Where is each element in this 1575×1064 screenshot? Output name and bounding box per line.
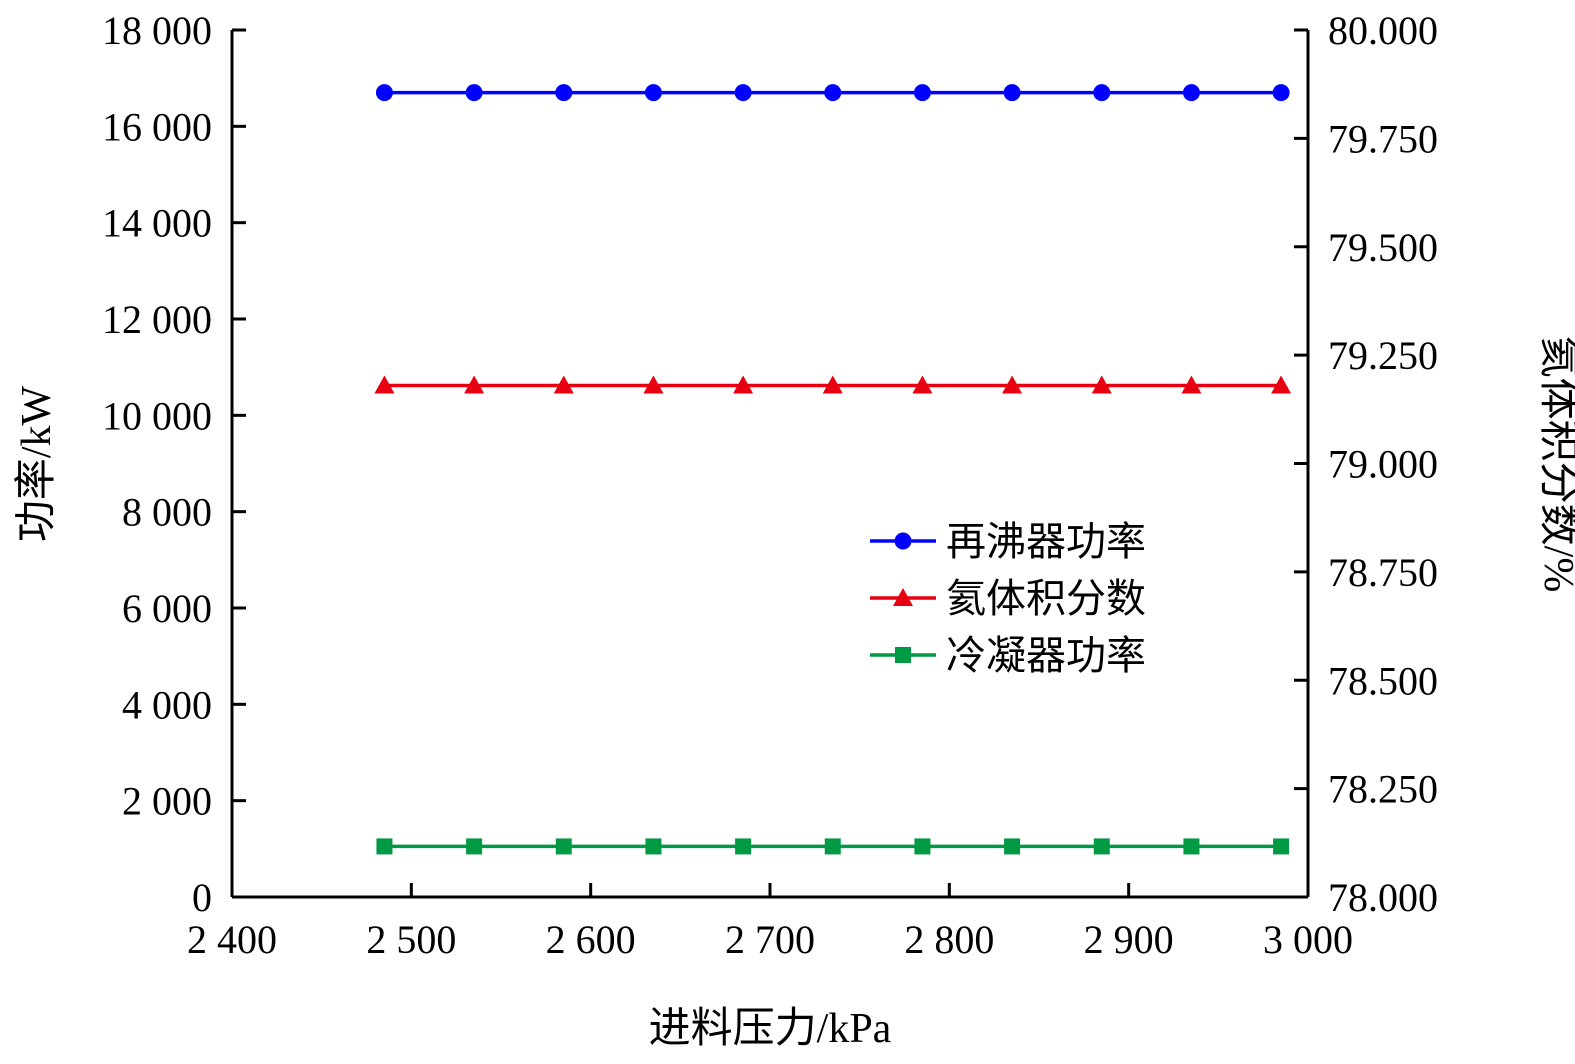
x-tick-label: 2 600 <box>546 917 636 962</box>
series-1-point <box>913 84 931 102</box>
series-3-point <box>735 838 752 855</box>
x-axis-title: 进料压力/kPa <box>649 1006 892 1052</box>
left-y-tick-label: 10 000 <box>102 393 212 438</box>
left-y-tick-label: 4 000 <box>122 682 212 727</box>
legend-entry-1-marker <box>894 532 912 550</box>
series-3-point <box>645 838 662 855</box>
legend-entry-3: 冷凝器功率 <box>870 633 1146 678</box>
x-tick-label: 3 000 <box>1263 917 1353 962</box>
series-layer <box>374 84 1292 855</box>
series-2-point <box>553 375 574 394</box>
right-y-tick-label: 78.500 <box>1328 658 1438 703</box>
series-1-point <box>734 84 752 102</box>
left-y-tick-label: 8 000 <box>122 490 212 535</box>
legend-entry-3-marker <box>895 647 911 663</box>
series-3-point <box>1093 838 1110 855</box>
series-2-point <box>1091 375 1112 394</box>
series-2-point <box>643 375 664 394</box>
series-1-point <box>644 84 662 102</box>
x-tick-label: 2 400 <box>187 917 277 962</box>
x-tick-label: 2 500 <box>366 917 456 962</box>
x-tick-label: 2 800 <box>904 917 994 962</box>
right-y-tick-label: 78.750 <box>1328 550 1438 595</box>
series-2-point <box>912 375 933 394</box>
series-2-point <box>1271 375 1292 394</box>
left-y-tick-label: 16 000 <box>102 104 212 149</box>
series-3-point <box>1273 838 1290 855</box>
axes <box>230 30 1310 899</box>
right-y-axis-title: 氦体积分数/% <box>1535 336 1575 593</box>
series-1-point <box>1272 84 1290 102</box>
series-2-point <box>733 375 754 394</box>
right-y-tick-label: 79.250 <box>1328 333 1438 378</box>
series-2-point <box>464 375 485 394</box>
ticks: 2 400 2 500 2 600 2 700 2 800 2 900 3 000 0 2 00… <box>102 8 1438 962</box>
right-y-tick-label: 80.000 <box>1328 8 1438 53</box>
legend-entry-1: 再沸器功率 <box>870 519 1146 564</box>
series-2-point <box>374 375 395 394</box>
left-y-tick-label: 14 000 <box>102 201 212 246</box>
right-y-tick-label: 79.000 <box>1328 442 1438 487</box>
right-y-tick-label: 78.000 <box>1328 875 1438 920</box>
legend-entry-2-label: 氦体积分数 <box>946 576 1146 621</box>
x-tick-label: 2 700 <box>725 917 815 962</box>
left-y-tick-label: 6 000 <box>122 586 212 631</box>
left-y-tick-label: 12 000 <box>102 297 212 342</box>
left-y-tick-label: 18 000 <box>102 8 212 53</box>
right-y-tick-label: 79.500 <box>1328 225 1438 270</box>
series-1-point <box>1182 84 1200 102</box>
series-3-point <box>824 838 841 855</box>
series-1-point <box>1093 84 1111 102</box>
series-1 <box>375 84 1290 102</box>
legend-entry-2-marker <box>893 588 913 606</box>
series-1-point <box>375 84 393 102</box>
legend-entry-2: 氦体积分数 <box>870 576 1146 621</box>
left-y-tick-label: 0 <box>192 875 212 920</box>
left-y-tick-label: 2 000 <box>122 779 212 824</box>
series-3-point <box>376 838 393 855</box>
left-y-axis-title: 功率/kW <box>13 385 60 542</box>
series-2-point <box>1181 375 1202 394</box>
series-3-point <box>555 838 572 855</box>
series-1-point <box>465 84 483 102</box>
series-2 <box>374 375 1292 394</box>
legend-entry-3-label: 冷凝器功率 <box>946 633 1146 678</box>
series-3-point <box>914 838 931 855</box>
series-3-point <box>466 838 483 855</box>
series-3 <box>376 838 1290 855</box>
series-2-point <box>822 375 843 394</box>
series-3-point <box>1183 838 1200 855</box>
series-1-point <box>824 84 842 102</box>
x-tick-label: 2 900 <box>1084 917 1174 962</box>
series-2-point <box>1002 375 1023 394</box>
series-3-point <box>1004 838 1021 855</box>
right-y-tick-label: 78.250 <box>1328 767 1438 812</box>
series-1-point <box>1003 84 1021 102</box>
right-y-tick-label: 79.750 <box>1328 116 1438 161</box>
legend-entry-1-label: 再沸器功率 <box>946 519 1146 564</box>
series-1-point <box>555 84 573 102</box>
